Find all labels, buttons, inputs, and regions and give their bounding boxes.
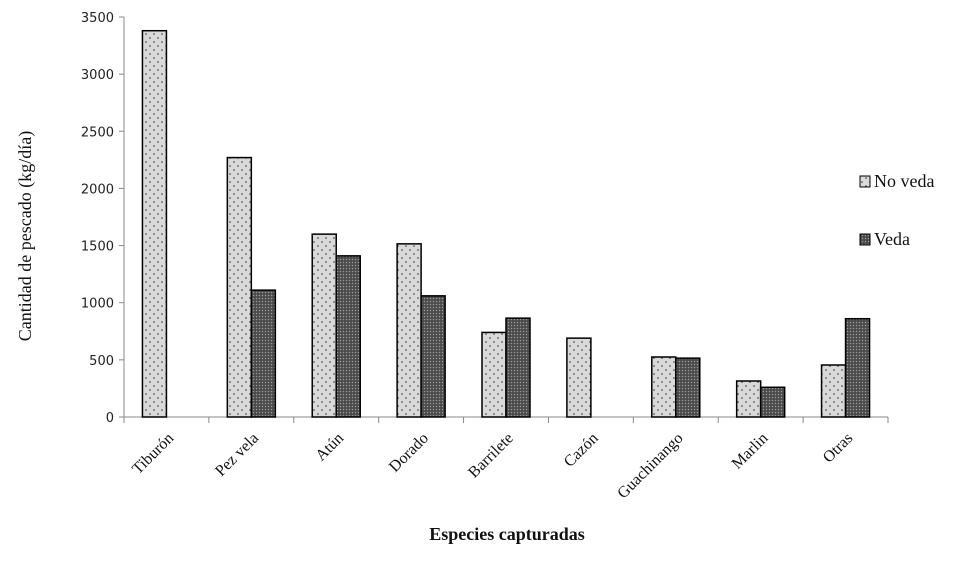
bar-no-veda bbox=[735, 380, 762, 418]
legend-label-veda: Veda bbox=[874, 229, 910, 249]
x-category-label: Otras bbox=[820, 430, 857, 467]
bar-no-veda bbox=[820, 364, 847, 418]
y-tick-label: 2500 bbox=[81, 125, 114, 140]
bar-veda bbox=[505, 317, 531, 418]
bar-veda bbox=[759, 386, 786, 418]
x-category-label: Tiburón bbox=[129, 430, 177, 478]
y-axis-title: Cantidad de pescado (kg/día) bbox=[15, 131, 36, 341]
y-tick-label: 0 bbox=[106, 411, 114, 426]
x-category-label: Marlin bbox=[729, 430, 772, 473]
y-tick-label: 1000 bbox=[81, 297, 114, 312]
x-category-label: Pez vela bbox=[212, 430, 262, 480]
legend-swatch-veda bbox=[859, 233, 871, 246]
bar-veda bbox=[420, 295, 446, 418]
legend-label-no-veda: No veda bbox=[874, 171, 934, 191]
bar-veda bbox=[335, 255, 361, 418]
bar-veda bbox=[250, 289, 277, 418]
y-tick-label: 3500 bbox=[81, 11, 114, 26]
bar-no-veda bbox=[481, 331, 507, 418]
x-axis-title: Especies capturadas bbox=[429, 524, 585, 544]
x-category-label: Barrilete bbox=[465, 430, 517, 482]
bar-no-veda bbox=[311, 233, 337, 418]
y-tick-label: 1500 bbox=[81, 240, 114, 255]
legend: No veda Veda bbox=[859, 171, 934, 249]
labels: 0 500 1000 1500 2000 2500 3000 3500 Tiburón Pez v… bbox=[81, 11, 856, 502]
y-tick-label: 2000 bbox=[81, 182, 114, 197]
bar-veda bbox=[844, 317, 871, 418]
x-category-label: Guachinango bbox=[614, 430, 686, 502]
bar-no-veda bbox=[651, 356, 677, 418]
bar-no-veda bbox=[226, 156, 253, 418]
bar-veda bbox=[675, 357, 701, 418]
y-tick-label: 500 bbox=[89, 354, 114, 369]
legend-swatch-no-veda bbox=[859, 175, 871, 188]
bar-no-veda bbox=[396, 243, 422, 418]
x-category-label: Cazón bbox=[561, 430, 602, 471]
bar-no-veda bbox=[566, 337, 592, 418]
x-category-label: Atún bbox=[312, 430, 347, 465]
bar-no-veda bbox=[141, 29, 168, 418]
x-category-label: Dorado bbox=[386, 430, 432, 476]
y-tick-label: 3000 bbox=[81, 68, 114, 83]
bars bbox=[141, 29, 871, 418]
